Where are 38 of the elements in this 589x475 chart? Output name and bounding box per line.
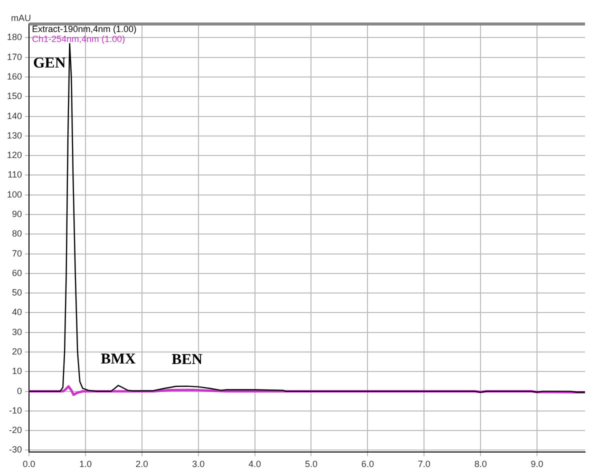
y-tick-label: -30 bbox=[9, 444, 22, 455]
y-tick-label: 170 bbox=[6, 52, 22, 62]
y-tick-label: 140 bbox=[6, 110, 22, 121]
y-tick-label: 30 bbox=[12, 326, 22, 337]
y-tick-label: 50 bbox=[12, 288, 22, 298]
y-tick-label: 160 bbox=[6, 72, 22, 82]
annotation: BEN bbox=[172, 352, 203, 368]
y-tick-label: 100 bbox=[6, 189, 22, 200]
x-tick-label: 1.0 bbox=[79, 459, 92, 470]
y-tick-label: -20 bbox=[9, 425, 22, 436]
y-tick-label: 80 bbox=[12, 228, 22, 239]
text: Ch1-254nm,4nm (1.00) bbox=[32, 34, 126, 44]
y-tick-label: 10 bbox=[12, 366, 22, 376]
x-tick-label: 5.0 bbox=[304, 459, 318, 470]
y-tick-label: 60 bbox=[12, 268, 22, 278]
y-tick-label: 130 bbox=[6, 130, 22, 140]
x-tick-label: 6.0 bbox=[361, 459, 374, 470]
y-tick-label: 120 bbox=[6, 150, 22, 160]
y-tick-label: 20 bbox=[12, 346, 22, 357]
text: Extract-190nm,4nm (1.00) bbox=[32, 24, 137, 34]
y-axis-title: mAU bbox=[11, 12, 32, 23]
x-tick-label: 9.0 bbox=[530, 459, 544, 470]
y-tick-label: -10 bbox=[9, 405, 22, 416]
x-tick-label: 4.0 bbox=[248, 459, 262, 470]
x-tick-label: 0.0 bbox=[22, 459, 36, 470]
y-tick-label: 180 bbox=[6, 32, 22, 42]
annotation: BMX bbox=[100, 351, 136, 368]
x-tick-label: 7.0 bbox=[418, 459, 430, 470]
y-tick-label: 90 bbox=[12, 209, 22, 220]
x-tick-label: 8.0 bbox=[474, 459, 487, 470]
x-tick-label: 3.0 bbox=[192, 459, 205, 470]
y-tick-label: 150 bbox=[6, 91, 22, 102]
x-tick-label: 2.0 bbox=[136, 459, 148, 470]
y-tick-label: 40 bbox=[12, 307, 22, 318]
y-tick-label: 0 bbox=[17, 386, 22, 396]
y-tick-label: 70 bbox=[12, 248, 22, 258]
annotation: GEN bbox=[33, 56, 66, 72]
y-tick-label: 110 bbox=[8, 170, 22, 180]
